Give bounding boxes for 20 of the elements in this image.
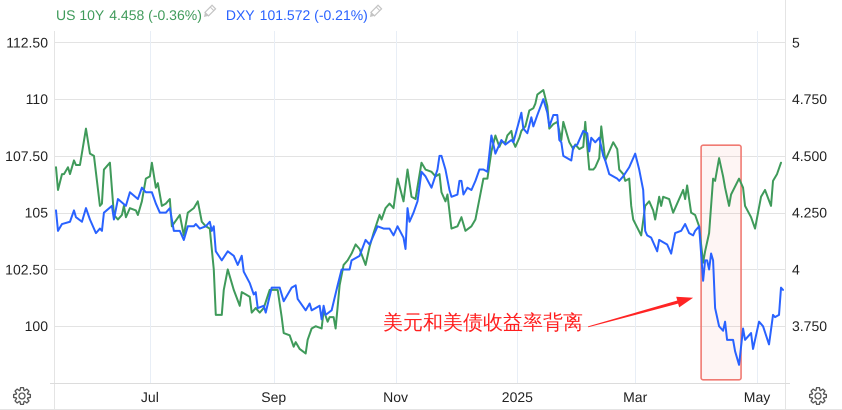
y2-tick-label: 4.750: [792, 91, 828, 108]
y-tick-label: 107.50: [5, 148, 48, 164]
x-tick-label: Nov: [383, 389, 408, 405]
y-tick-label: 102.50: [5, 261, 48, 278]
y2-tick-label: 4.250: [792, 204, 828, 221]
legend: US 10Y 4.458 (-0.36%) DXY 101.572 (-0.21%): [56, 4, 382, 23]
y-tick-label: 110: [26, 91, 48, 108]
y2-tick-label: 3.750: [792, 318, 828, 334]
x-tick-label: Mar: [623, 389, 648, 405]
y2-tick-label: 5: [792, 34, 800, 50]
annotation: 美元和美债收益率背离: [383, 310, 584, 334]
y2-tick-label: 4: [792, 261, 800, 278]
x-tick-label: 2025: [502, 389, 534, 405]
x-tick-label: Jul: [140, 389, 159, 405]
y2-tick-label: 4.500: [792, 148, 828, 164]
x-tick-label: Sep: [261, 389, 286, 405]
y-tick-label: 112.50: [6, 34, 48, 50]
y-tick-label: 100: [24, 318, 48, 334]
x-tick-label: May: [744, 389, 770, 405]
y-tick-label: 105: [24, 204, 48, 221]
